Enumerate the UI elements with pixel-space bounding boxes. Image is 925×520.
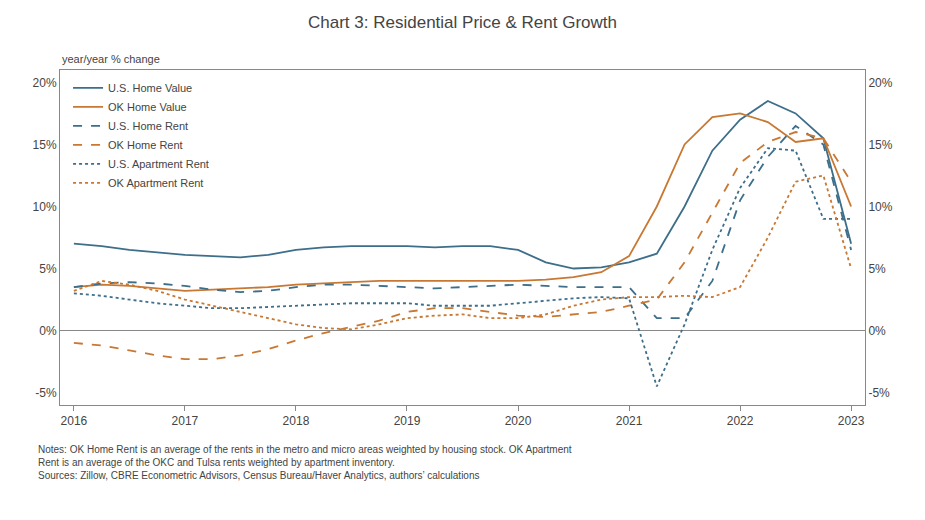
svg-text:2022: 2022 — [727, 414, 754, 428]
svg-text:Notes: OK Home Rent is an aver: Notes: OK Home Rent is an average of the… — [38, 444, 572, 481]
svg-text:20%: 20% — [868, 76, 892, 90]
svg-text:2016: 2016 — [61, 414, 88, 428]
svg-text:U.S. Home Value: U.S. Home Value — [108, 82, 192, 94]
svg-text:0%: 0% — [39, 324, 57, 338]
svg-text:15%: 15% — [868, 138, 892, 152]
svg-text:15%: 15% — [33, 138, 57, 152]
svg-text:year/year % change: year/year % change — [62, 53, 160, 65]
svg-text:10%: 10% — [868, 200, 892, 214]
svg-text:5%: 5% — [39, 262, 57, 276]
svg-text:2020: 2020 — [505, 414, 532, 428]
svg-text:U.S. Apartment Rent: U.S. Apartment Rent — [108, 158, 209, 170]
svg-text:2019: 2019 — [394, 414, 421, 428]
svg-text:2018: 2018 — [283, 414, 310, 428]
svg-text:0%: 0% — [868, 324, 886, 338]
svg-text:2023: 2023 — [838, 414, 865, 428]
svg-text:10%: 10% — [33, 200, 57, 214]
svg-text:2021: 2021 — [616, 414, 643, 428]
svg-text:OK Home Value: OK Home Value — [108, 101, 187, 113]
svg-text:-5%: -5% — [35, 386, 57, 400]
svg-text:OK Apartment Rent: OK Apartment Rent — [108, 177, 203, 189]
svg-text:-5%: -5% — [868, 386, 890, 400]
svg-text:5%: 5% — [868, 262, 886, 276]
svg-text:20%: 20% — [33, 76, 57, 90]
svg-text:Chart 3: Residential Price & R: Chart 3: Residential Price & Rent Growth — [308, 13, 617, 32]
svg-text:U.S. Home Rent: U.S. Home Rent — [108, 120, 188, 132]
svg-text:2017: 2017 — [172, 414, 199, 428]
svg-text:OK Home Rent: OK Home Rent — [108, 139, 183, 151]
